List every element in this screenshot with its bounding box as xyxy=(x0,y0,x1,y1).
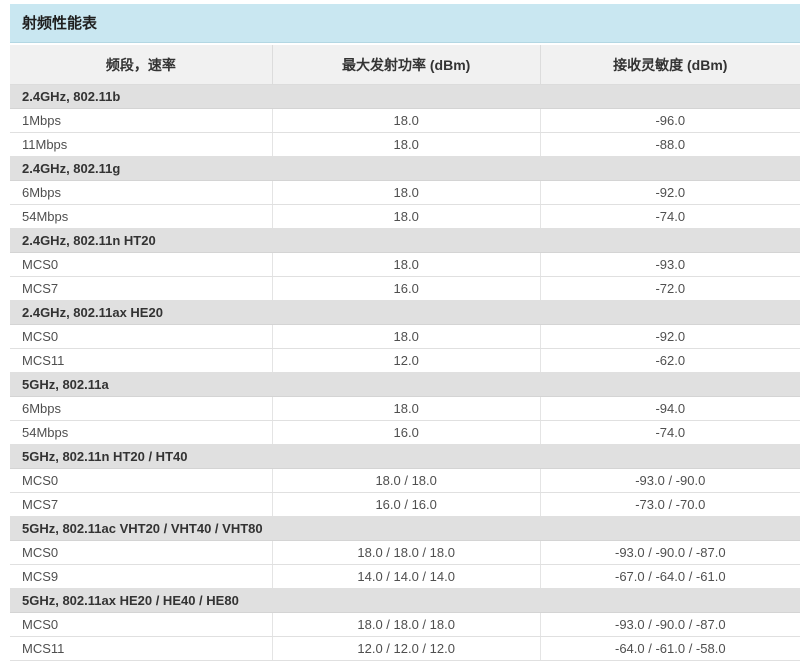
table-row: MCS0 18.0 -92.0 xyxy=(10,324,800,349)
table-row: 54Mbps 16.0 -74.0 xyxy=(10,420,800,445)
tx-power-cell: 18.0 / 18.0 / 18.0 xyxy=(271,612,541,637)
tx-power-cell: 18.0 xyxy=(271,132,541,157)
rx-sensitivity-cell: -93.0 / -90.0 / -87.0 xyxy=(539,540,800,565)
rx-sensitivity-cell: -74.0 xyxy=(539,420,800,445)
section-header-label: 5GHz, 802.11a xyxy=(10,372,800,397)
rate-cell: MCS11 xyxy=(10,348,273,373)
col-header-rx-sensitivity: 接收灵敏度 (dBm) xyxy=(539,45,800,85)
rx-sensitivity-cell: -93.0 / -90.0 / -87.0 xyxy=(539,612,800,637)
tx-power-cell: 18.0 xyxy=(271,252,541,277)
table-row: MCS7 16.0 / 16.0 -73.0 / -70.0 xyxy=(10,492,800,517)
tx-power-cell: 18.0 xyxy=(271,180,541,205)
tx-power-cell: 18.0 xyxy=(271,324,541,349)
table-row: 54Mbps 18.0 -74.0 xyxy=(10,204,800,229)
section-header-row: 2.4GHz, 802.11b xyxy=(10,84,800,109)
table-row: MCS11 12.0 -62.0 xyxy=(10,348,800,373)
table-row: 6Mbps 18.0 -94.0 xyxy=(10,396,800,421)
table-row: MCS11 12.0 / 12.0 / 12.0 -64.0 / -61.0 /… xyxy=(10,636,800,661)
table-row: 11Mbps 18.0 -88.0 xyxy=(10,132,800,157)
rate-cell: MCS0 xyxy=(10,612,273,637)
rate-cell: 54Mbps xyxy=(10,204,273,229)
section-header-row: 2.4GHz, 802.11g xyxy=(10,156,800,181)
rate-cell: MCS0 xyxy=(10,252,273,277)
section-header-label: 5GHz, 802.11ac VHT20 / VHT40 / VHT80 xyxy=(10,516,800,541)
rate-cell: MCS0 xyxy=(10,540,273,565)
tx-power-cell: 18.0 xyxy=(271,108,541,133)
rx-sensitivity-cell: -93.0 xyxy=(539,252,800,277)
table-header-row: 频段，速率 最大发射功率 (dBm) 接收灵敏度 (dBm) xyxy=(10,45,800,85)
rf-performance-page: 射频性能表 频段，速率 最大发射功率 (dBm) 接收灵敏度 (dBm) 2.4… xyxy=(10,4,800,661)
rx-sensitivity-cell: -62.0 xyxy=(539,348,800,373)
section-header-label: 2.4GHz, 802.11b xyxy=(10,84,800,109)
table-row: 6Mbps 18.0 -92.0 xyxy=(10,180,800,205)
table-row: MCS0 18.0 / 18.0 / 18.0 -93.0 / -90.0 / … xyxy=(10,540,800,565)
rate-cell: MCS11 xyxy=(10,636,273,661)
table-row: MCS9 14.0 / 14.0 / 14.0 -67.0 / -64.0 / … xyxy=(10,564,800,589)
rate-cell: MCS9 xyxy=(10,564,273,589)
section-header-row: 5GHz, 802.11a xyxy=(10,372,800,397)
tx-power-cell: 16.0 xyxy=(271,420,541,445)
rx-sensitivity-cell: -67.0 / -64.0 / -61.0 xyxy=(539,564,800,589)
rx-sensitivity-cell: -92.0 xyxy=(539,324,800,349)
table-row: MCS0 18.0 -93.0 xyxy=(10,252,800,277)
rate-cell: 54Mbps xyxy=(10,420,273,445)
tx-power-cell: 18.0 / 18.0 xyxy=(271,468,541,493)
rx-sensitivity-cell: -93.0 / -90.0 xyxy=(539,468,800,493)
rx-sensitivity-cell: -88.0 xyxy=(539,132,800,157)
rate-cell: 1Mbps xyxy=(10,108,273,133)
rx-sensitivity-cell: -96.0 xyxy=(539,108,800,133)
table-row: MCS0 18.0 / 18.0 / 18.0 -93.0 / -90.0 / … xyxy=(10,612,800,637)
tx-power-cell: 14.0 / 14.0 / 14.0 xyxy=(271,564,541,589)
rate-cell: 11Mbps xyxy=(10,132,273,157)
rx-sensitivity-cell: -64.0 / -61.0 / -58.0 xyxy=(539,636,800,661)
section-header-row: 5GHz, 802.11n HT20 / HT40 xyxy=(10,444,800,469)
tx-power-cell: 18.0 xyxy=(271,396,541,421)
section-header-label: 2.4GHz, 802.11g xyxy=(10,156,800,181)
tx-power-cell: 16.0 / 16.0 xyxy=(271,492,541,517)
section-header-label: 2.4GHz, 802.11ax HE20 xyxy=(10,300,800,325)
rate-cell: 6Mbps xyxy=(10,180,273,205)
section-header-label: 2.4GHz, 802.11n HT20 xyxy=(10,228,800,253)
rx-sensitivity-cell: -94.0 xyxy=(539,396,800,421)
rate-cell: MCS0 xyxy=(10,468,273,493)
table-row: 1Mbps 18.0 -96.0 xyxy=(10,108,800,133)
section-header-row: 2.4GHz, 802.11n HT20 xyxy=(10,228,800,253)
rx-sensitivity-cell: -92.0 xyxy=(539,180,800,205)
rx-sensitivity-cell: -73.0 / -70.0 xyxy=(539,492,800,517)
section-header-row: 2.4GHz, 802.11ax HE20 xyxy=(10,300,800,325)
rx-sensitivity-cell: -74.0 xyxy=(539,204,800,229)
section-title-bar: 射频性能表 xyxy=(10,4,800,43)
rx-sensitivity-cell: -72.0 xyxy=(539,276,800,301)
tx-power-cell: 16.0 xyxy=(271,276,541,301)
rate-cell: MCS7 xyxy=(10,492,273,517)
section-header-row: 5GHz, 802.11ax HE20 / HE40 / HE80 xyxy=(10,588,800,613)
rate-cell: MCS7 xyxy=(10,276,273,301)
rate-cell: MCS0 xyxy=(10,324,273,349)
rate-cell: 6Mbps xyxy=(10,396,273,421)
table-row: MCS7 16.0 -72.0 xyxy=(10,276,800,301)
col-header-max-tx-power: 最大发射功率 (dBm) xyxy=(271,45,541,85)
col-header-band-rate: 频段，速率 xyxy=(10,45,273,85)
tx-power-cell: 12.0 / 12.0 / 12.0 xyxy=(271,636,541,661)
page-title: 射频性能表 xyxy=(22,15,98,32)
table-row: MCS0 18.0 / 18.0 -93.0 / -90.0 xyxy=(10,468,800,493)
section-header-label: 5GHz, 802.11n HT20 / HT40 xyxy=(10,444,800,469)
rf-performance-table: 频段，速率 最大发射功率 (dBm) 接收灵敏度 (dBm) 2.4GHz, 8… xyxy=(10,45,800,661)
section-header-row: 5GHz, 802.11ac VHT20 / VHT40 / VHT80 xyxy=(10,516,800,541)
tx-power-cell: 18.0 xyxy=(271,204,541,229)
tx-power-cell: 12.0 xyxy=(271,348,541,373)
section-header-label: 5GHz, 802.11ax HE20 / HE40 / HE80 xyxy=(10,588,800,613)
tx-power-cell: 18.0 / 18.0 / 18.0 xyxy=(271,540,541,565)
